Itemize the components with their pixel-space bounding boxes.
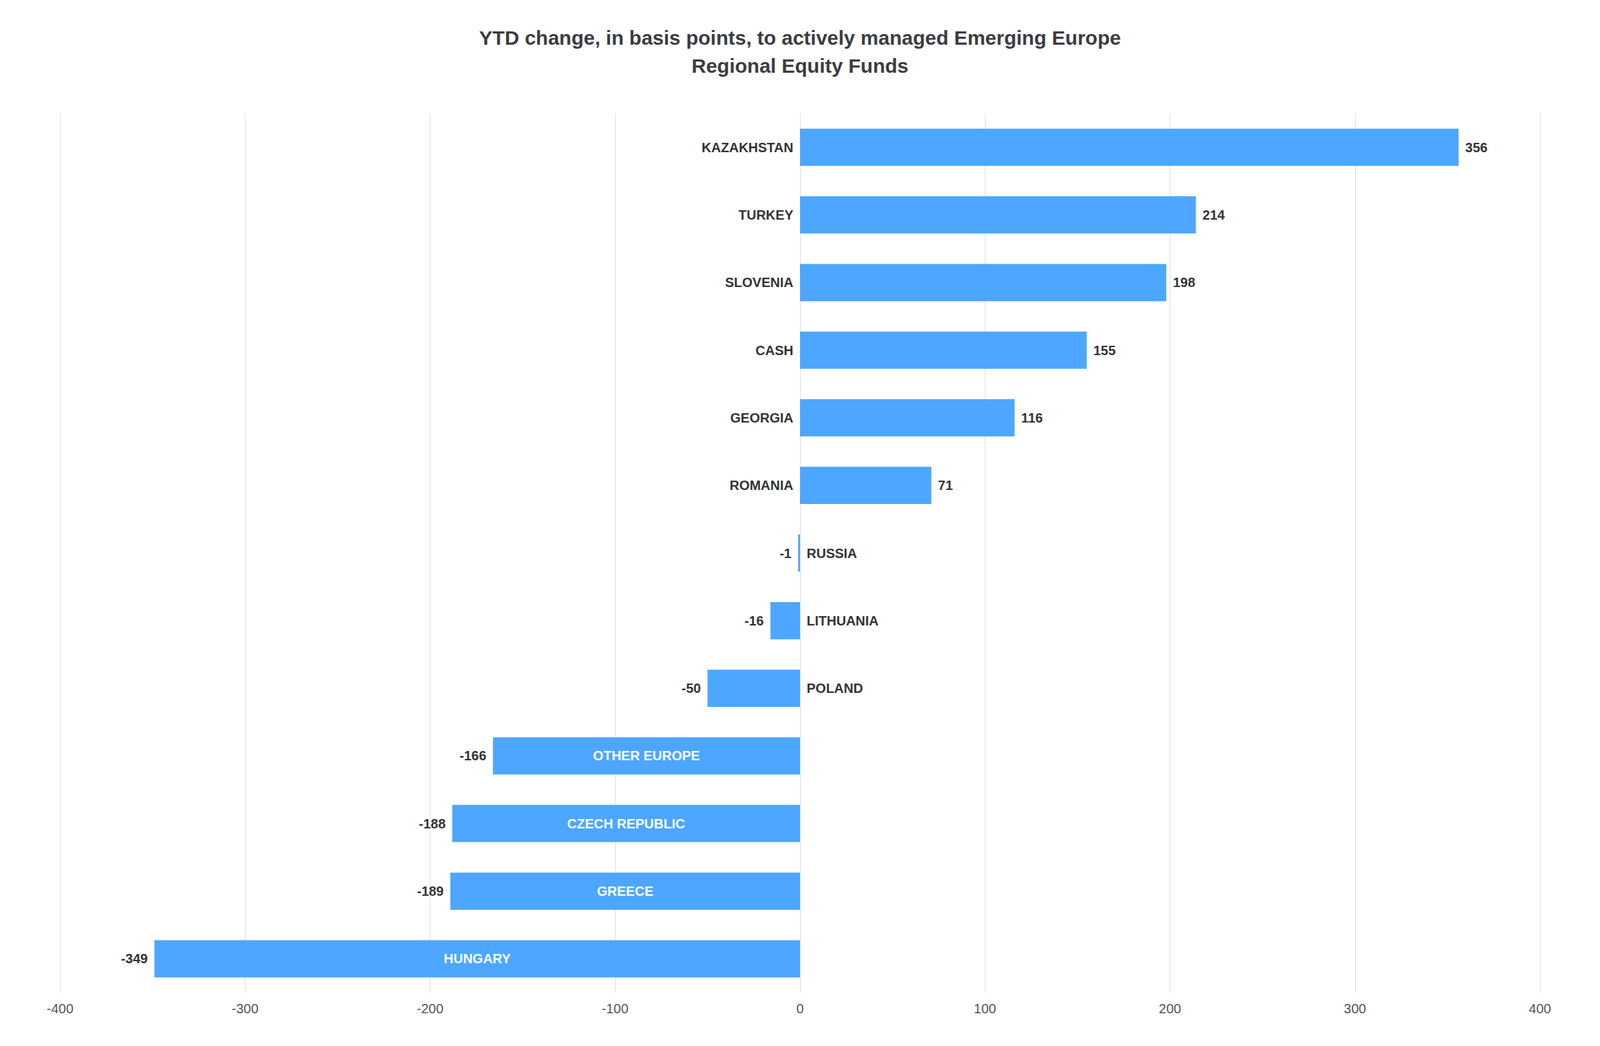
svg-text:-200: -200 [416,1000,444,1016]
svg-text:CASH: CASH [755,342,794,358]
svg-text:-1: -1 [779,545,792,561]
svg-text:KAZAKHSTAN: KAZAKHSTAN [701,140,794,155]
svg-text:-400: -400 [46,1000,74,1016]
svg-text:-100: -100 [601,1000,629,1016]
svg-text:214: 214 [1202,207,1226,223]
svg-text:-50: -50 [681,680,701,696]
svg-text:-300: -300 [231,1000,259,1016]
svg-text:HUNGARY: HUNGARY [443,950,512,966]
svg-text:LITHUANIA: LITHUANIA [806,613,879,628]
svg-text:-188: -188 [419,816,446,831]
svg-text:OTHER EUROPE: OTHER EUROPE [593,747,700,763]
svg-text:GEORGIA: GEORGIA [730,410,794,426]
svg-text:RUSSIA: RUSSIA [806,545,858,561]
svg-text:-166: -166 [459,747,487,763]
svg-text:71: 71 [938,477,953,493]
svg-text:CZECH REPUBLIC: CZECH REPUBLIC [567,816,686,831]
svg-text:155: 155 [1093,342,1116,358]
svg-text:198: 198 [1172,274,1195,290]
svg-text:200: 200 [1158,1000,1181,1016]
svg-text:SLOVENIA: SLOVENIA [725,274,794,290]
svg-text:116: 116 [1021,410,1043,426]
svg-text:300: 300 [1343,1000,1366,1016]
svg-text:-189: -189 [417,883,444,899]
svg-text:GREECE: GREECE [597,883,654,899]
svg-text:ROMANIA: ROMANIA [729,477,794,493]
svg-text:0: 0 [795,1000,804,1016]
svg-text:400: 400 [1528,1000,1551,1016]
svg-text:POLAND: POLAND [806,680,863,696]
svg-text:YTD change, in basis points, t: YTD change, in basis points, to actively… [479,26,1121,49]
svg-text:-16: -16 [744,613,764,628]
svg-text:Regional Equity Funds: Regional Equity Funds [691,54,909,77]
svg-text:TURKEY: TURKEY [738,207,794,223]
svg-text:-349: -349 [120,950,148,966]
svg-text:100: 100 [974,1000,997,1016]
svg-text:356: 356 [1465,140,1488,155]
